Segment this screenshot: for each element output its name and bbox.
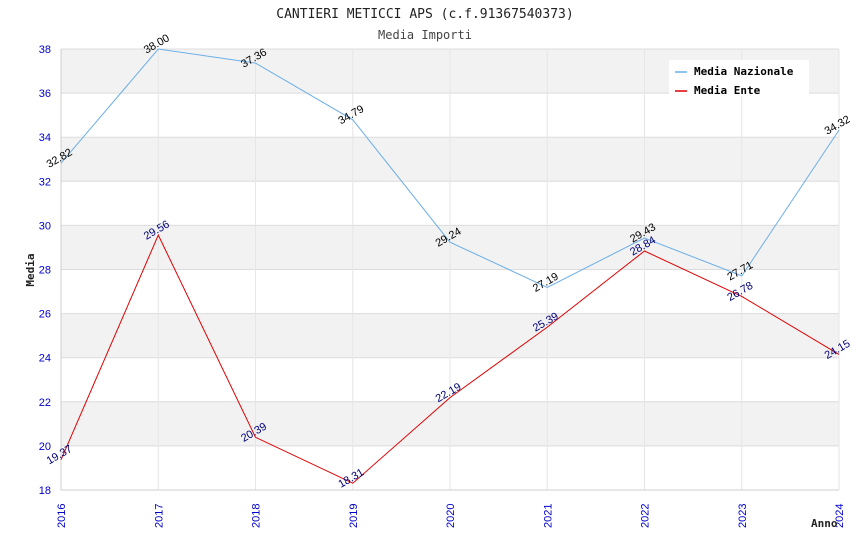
x-tick-label: 2023 — [737, 504, 749, 528]
data-label: 18.31 — [336, 466, 366, 490]
legend-label-ente: Media Ente — [694, 84, 761, 97]
x-tick-label: 2021 — [542, 504, 554, 528]
x-tick-label: 2018 — [251, 504, 263, 528]
y-axis-label: Media — [24, 253, 37, 286]
legend-box — [669, 60, 809, 96]
chart-subtitle: Media Importi — [378, 28, 472, 42]
series-line-nazionale — [60, 48, 840, 288]
x-tick-label: 2016 — [56, 504, 68, 528]
legend-label-nazionale: Media Nazionale — [694, 65, 794, 78]
x-tick-label: 2024 — [834, 504, 846, 528]
y-tick-label: 22 — [39, 397, 51, 409]
data-label: 27.19 — [531, 271, 561, 295]
series-line-ente — [60, 233, 840, 484]
data-label: 34.79 — [336, 103, 366, 127]
y-tick-label: 34 — [39, 132, 51, 144]
x-tick-label: 2017 — [153, 504, 165, 528]
data-label: 26.78 — [725, 280, 755, 304]
x-tick-label: 2020 — [445, 504, 457, 528]
y-tick-label: 20 — [39, 441, 51, 453]
legend: Media Nazionale Media Ente — [669, 60, 809, 97]
chart-title: CANTIERI METICCI APS (c.f.91367540373) — [276, 7, 573, 22]
y-tick-label: 30 — [39, 220, 51, 232]
y-tick-label: 26 — [39, 309, 51, 321]
x-axis-label: Anno — [811, 517, 838, 530]
y-tick-label: 24 — [39, 353, 51, 365]
y-tick-label: 28 — [39, 265, 51, 277]
series-layer — [60, 48, 840, 484]
x-tick-label: 2019 — [348, 504, 360, 528]
x-tick-label: 2022 — [640, 504, 652, 528]
y-tick-label: 32 — [39, 176, 51, 188]
y-tick-label: 38 — [39, 44, 51, 56]
y-tick-label: 18 — [39, 485, 51, 497]
axes-layer — [60, 49, 839, 491]
y-tick-label: 36 — [39, 88, 51, 100]
